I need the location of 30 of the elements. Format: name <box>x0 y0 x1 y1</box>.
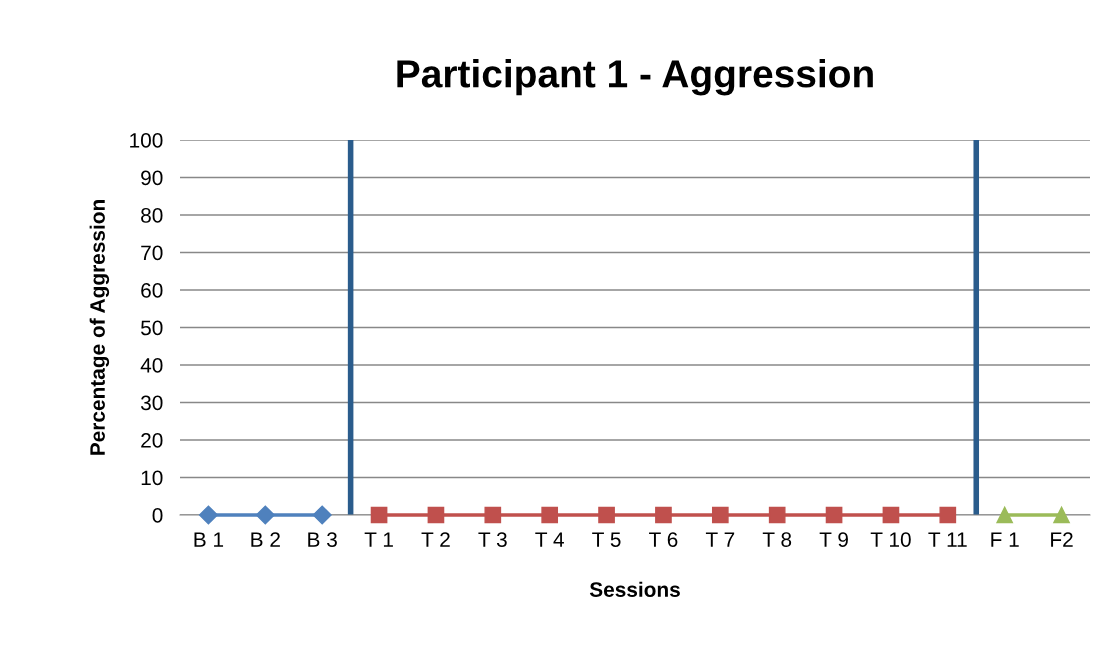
x-tick-label: B 3 <box>308 532 337 547</box>
x-tick-label: F 1 <box>991 532 1019 547</box>
x-tick-label: T 4 <box>535 532 564 547</box>
x-tick-label: T 8 <box>762 532 792 547</box>
y-tick-label: 70 <box>141 245 163 261</box>
y-tick-label: 50 <box>141 320 163 336</box>
y-tick-label: 10 <box>141 470 163 486</box>
x-tick-label: T 11 <box>928 532 967 547</box>
x-tick-label: T 3 <box>478 532 507 547</box>
y-tick-label: 90 <box>141 170 163 186</box>
x-tick-label: T 9 <box>819 532 848 547</box>
x-tick-label: F2 <box>1051 532 1073 547</box>
y-tick-label: 100 <box>130 133 163 148</box>
y-tick-label: 0 <box>152 508 163 523</box>
y-tick-label: 40 <box>140 358 163 373</box>
x-tick-label: T 7 <box>705 532 735 547</box>
x-tick-label: T 10 <box>870 532 911 547</box>
x-tick-label: T 6 <box>649 532 678 547</box>
x-tick-label: B 1 <box>194 532 224 547</box>
y-axis-title: Percentage of Aggression <box>89 200 110 455</box>
x-tick-label: T 1 <box>364 532 393 547</box>
chart-title: Participant 1 - Aggression <box>397 59 873 96</box>
y-tick-label: 60 <box>141 283 163 298</box>
x-tick-label: T 5 <box>592 532 621 547</box>
x-axis-title: Sessions <box>589 581 680 597</box>
y-tick-label: 80 <box>141 208 163 223</box>
y-tick-label: 30 <box>140 395 163 411</box>
x-tick-label: T 2 <box>421 532 450 547</box>
y-tick-label: 20 <box>141 433 163 448</box>
x-tick-label: B 2 <box>251 532 280 547</box>
